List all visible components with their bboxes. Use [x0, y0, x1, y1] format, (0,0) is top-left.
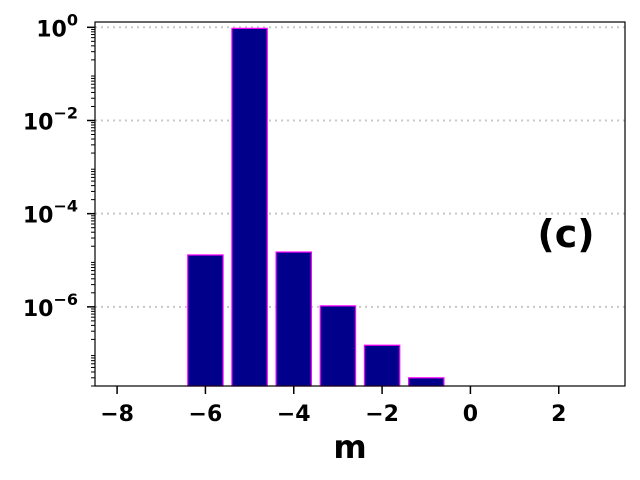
- x-tick-label: −8: [100, 402, 134, 427]
- bar-m-5: [231, 27, 268, 387]
- bar-m-3: [319, 305, 357, 387]
- x-axis-label: m: [333, 428, 366, 466]
- x-tick-label: −6: [189, 402, 223, 427]
- bar-m-2: [363, 344, 401, 387]
- grid-lines: [95, 26, 625, 308]
- bar-m-1: [407, 377, 445, 387]
- x-tick-label: 2: [551, 402, 566, 427]
- x-tick-label: 0: [463, 402, 478, 427]
- bars: [187, 27, 445, 387]
- bar-m-6: [187, 254, 224, 387]
- x-tick-label: −4: [277, 402, 311, 427]
- y-tick-label: 10−2: [23, 103, 78, 135]
- plot-frame: [94, 21, 626, 387]
- ticks: −8 −6 −4 −2 0 2 100 10−2 10−4 10−6: [23, 10, 567, 427]
- y-tick-label: 10−4: [23, 197, 78, 229]
- panel-annotation: (c): [537, 212, 594, 256]
- x-tick-label: −2: [365, 402, 399, 427]
- y-tick-label: 100: [36, 10, 78, 42]
- y-tick-label: 10−6: [23, 290, 78, 322]
- bar-m-4: [275, 251, 313, 387]
